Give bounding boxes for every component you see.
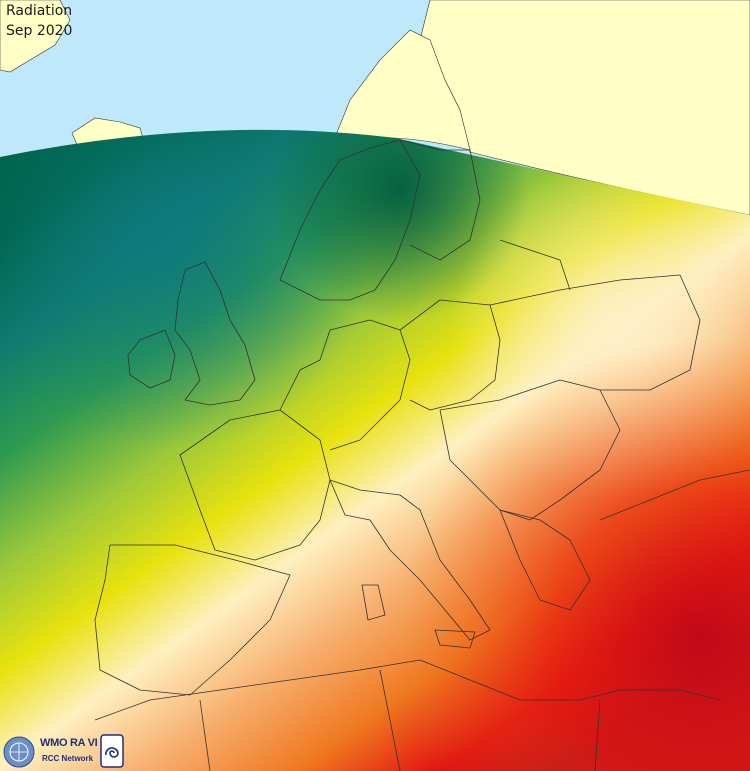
country-borders (94, 139, 750, 771)
arctic-landmass (0, 0, 71, 73)
wmo-logo: WMO RA VI RCC Network (2, 734, 126, 771)
logo-network: RCC Network (42, 754, 94, 763)
map-period: Sep 2020 (6, 23, 73, 39)
map-title: Radiation (6, 3, 73, 19)
logo-organisation: WMO RA VI (40, 737, 98, 749)
map-title-block: Radiation Sep 2020 (6, 1, 72, 41)
rcc-swirl-icon (100, 734, 124, 768)
wmo-emblem-icon (3, 736, 35, 768)
radiation-field (0, 129, 750, 771)
